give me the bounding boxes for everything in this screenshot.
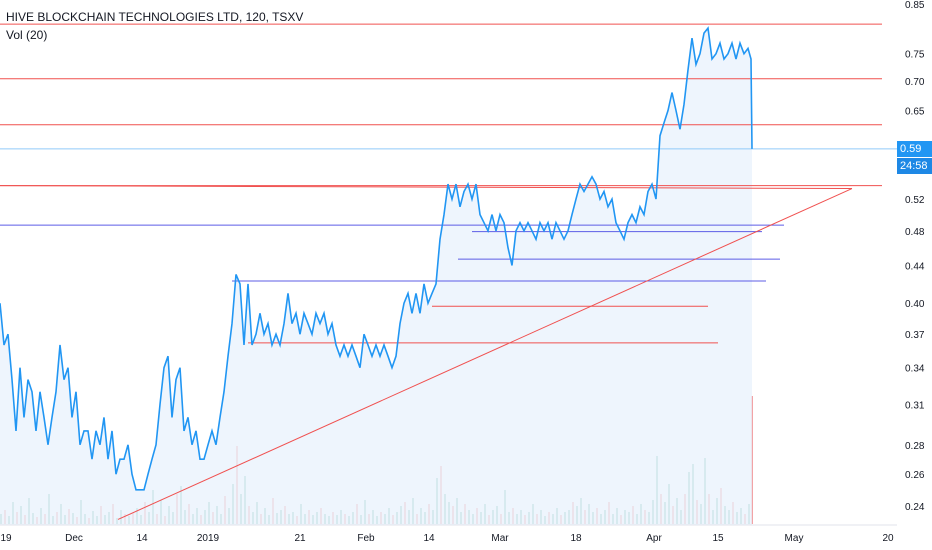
- y-tick-label: 0.28: [905, 441, 925, 452]
- x-tick-label: 19: [0, 533, 12, 544]
- x-tick-label: 21: [294, 533, 306, 544]
- y-tick-label: 0.44: [905, 261, 925, 272]
- price-axis-background: [897, 0, 932, 550]
- volume-indicator-label[interactable]: Vol (20): [6, 28, 48, 42]
- y-tick-label: 0.65: [905, 106, 925, 117]
- y-tick-label: 0.40: [905, 299, 925, 310]
- rising-trendline[interactable]: [117, 188, 853, 520]
- x-tick-label: Mar: [491, 533, 509, 544]
- y-tick-label: 0.24: [905, 502, 925, 513]
- bar-countdown-tag: 24:58: [897, 157, 932, 174]
- trendline-top-edge[interactable]: [0, 185, 853, 190]
- drawn-horizontal-lines[interactable]: [0, 23, 897, 344]
- x-tick-label: Feb: [357, 533, 375, 544]
- y-tick-label: 0.48: [905, 227, 925, 238]
- price-line: [0, 26, 753, 491]
- y-tick-label: 0.52: [905, 195, 925, 206]
- x-tick-label: Apr: [646, 533, 662, 544]
- price-axis[interactable]: 0.85 0.75 0.70 0.65 0.52 0.48 0.44 0.40 0.37 0.34…: [897, 0, 932, 550]
- x-tick-label: 14: [136, 533, 148, 544]
- y-tick-label: 0.34: [905, 364, 925, 375]
- x-tick-label: 14: [423, 533, 435, 544]
- x-tick-label: 15: [712, 533, 724, 544]
- x-tick-label: May: [785, 533, 804, 544]
- chart-legend: HIVE BLOCKCHAIN TECHNOLOGIES LTD, 120, T…: [6, 8, 303, 44]
- price-area-fill: [0, 28, 752, 525]
- symbol-title[interactable]: HIVE BLOCKCHAIN TECHNOLOGIES LTD, 120, T…: [6, 10, 304, 24]
- x-tick-label: 20: [882, 533, 894, 544]
- last-price-tag: 0.59: [897, 140, 932, 157]
- time-axis[interactable]: 19 Dec 14 2019 21 Feb 14 Mar 18 Apr 15 May 20: [0, 524, 897, 544]
- y-tick-label: 0.26: [905, 470, 925, 481]
- y-tick-label: 0.37: [905, 330, 925, 341]
- y-tick-label: 0.70: [905, 77, 925, 88]
- y-tick-label: 0.75: [905, 50, 925, 61]
- x-tick-label: Dec: [65, 533, 83, 544]
- x-tick-label: 2019: [197, 533, 220, 544]
- y-tick-label: 0.85: [905, 0, 925, 11]
- x-tick-label: 18: [570, 533, 582, 544]
- y-tick-label: 0.31: [905, 400, 925, 411]
